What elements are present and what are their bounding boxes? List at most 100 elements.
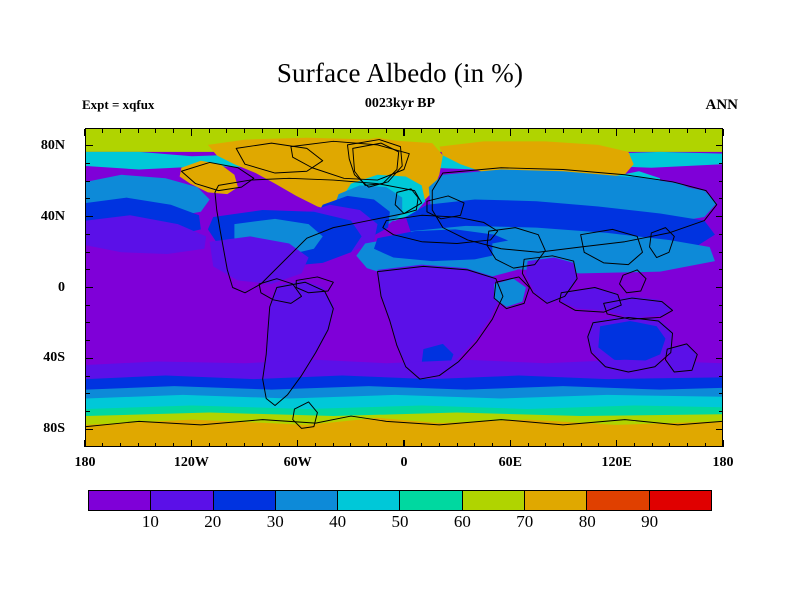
x-minor-tick-top bbox=[208, 129, 210, 133]
x-major-tick bbox=[84, 440, 86, 447]
x-minor-tick-top bbox=[633, 129, 635, 133]
x-axis-label-0: 180 bbox=[74, 455, 96, 470]
x-minor-tick bbox=[226, 443, 228, 447]
x-minor-tick-top bbox=[687, 129, 689, 133]
x-minor-tick-top bbox=[474, 129, 476, 133]
colorbar-swatch-50-60 bbox=[400, 491, 463, 510]
y-minor-tick bbox=[86, 411, 90, 413]
x-minor-tick-top bbox=[492, 129, 494, 133]
x-minor-tick-top bbox=[438, 129, 440, 133]
x-minor-tick-top bbox=[332, 129, 334, 133]
x-minor-tick bbox=[102, 443, 104, 447]
x-minor-tick bbox=[350, 443, 352, 447]
y-major-tick bbox=[86, 357, 93, 360]
colorbar-label-80: 80 bbox=[578, 512, 596, 531]
colorbar-swatch-40-50 bbox=[338, 491, 401, 510]
x-minor-tick bbox=[155, 443, 157, 447]
y-major-tick-right bbox=[716, 357, 723, 360]
x-minor-tick-top bbox=[580, 129, 582, 133]
x-minor-tick bbox=[687, 443, 689, 447]
y-minor-tick bbox=[86, 180, 90, 182]
x-minor-tick-top bbox=[173, 129, 175, 133]
x-minor-tick-top bbox=[261, 129, 263, 133]
x-minor-tick bbox=[208, 443, 210, 447]
x-axis-label-2: 60W bbox=[283, 455, 312, 470]
x-minor-tick bbox=[456, 443, 458, 447]
map-plot-area bbox=[85, 128, 723, 447]
x-minor-tick-top bbox=[350, 129, 352, 133]
y-minor-tick bbox=[86, 233, 90, 235]
colorbar-swatch-90-100 bbox=[649, 491, 711, 510]
y-axis-label-3: 40S bbox=[43, 350, 65, 366]
y-minor-tick-right bbox=[719, 251, 723, 253]
north-america-south bbox=[209, 236, 309, 284]
colorbar-label-30: 30 bbox=[266, 512, 284, 531]
africa bbox=[377, 264, 502, 378]
x-minor-tick bbox=[651, 443, 653, 447]
x-minor-tick-top bbox=[368, 129, 370, 133]
y-minor-tick bbox=[86, 162, 90, 164]
albedo-map bbox=[86, 129, 722, 446]
x-minor-tick-top bbox=[598, 129, 600, 133]
x-minor-tick-top bbox=[456, 129, 458, 133]
colorbar-label-50: 50 bbox=[391, 512, 409, 531]
x-minor-tick-top bbox=[545, 129, 547, 133]
colorbar-label-70: 70 bbox=[516, 512, 534, 531]
colorbar-label-10: 10 bbox=[141, 512, 159, 531]
y-minor-tick-right bbox=[719, 304, 723, 306]
y-axis-label-0: 80N bbox=[40, 137, 65, 153]
colorbar-label-90: 90 bbox=[641, 512, 659, 531]
x-minor-tick bbox=[314, 443, 316, 447]
y-minor-tick bbox=[86, 269, 90, 271]
x-minor-tick bbox=[438, 443, 440, 447]
x-minor-tick-top bbox=[244, 129, 245, 133]
y-axis-label-4: 80S bbox=[43, 421, 65, 437]
y-minor-tick-right bbox=[719, 180, 723, 182]
x-major-tick bbox=[615, 440, 618, 447]
colorbar-label-60: 60 bbox=[453, 512, 471, 531]
x-major-tick bbox=[296, 440, 299, 447]
x-major-tick-top bbox=[84, 129, 86, 136]
x-minor-tick bbox=[244, 443, 245, 447]
x-minor-tick-top bbox=[119, 129, 121, 133]
colorbar-label-40: 40 bbox=[329, 512, 347, 531]
x-minor-tick-top bbox=[279, 129, 281, 133]
y-minor-tick-right bbox=[719, 411, 723, 413]
x-major-tick-top bbox=[722, 129, 724, 136]
colorbar-swatch-70-80 bbox=[525, 491, 588, 510]
x-minor-tick bbox=[563, 443, 564, 447]
x-minor-tick bbox=[669, 443, 671, 447]
x-minor-tick bbox=[545, 443, 547, 447]
colorbar bbox=[88, 490, 712, 511]
colorbar-swatch-10-20 bbox=[151, 491, 214, 510]
colorbar-swatch-60-70 bbox=[462, 491, 526, 510]
x-minor-tick bbox=[633, 443, 635, 447]
indonesia bbox=[561, 287, 622, 311]
colorbar-swatch-0-10 bbox=[89, 491, 152, 510]
x-minor-tick-top bbox=[563, 129, 564, 133]
x-minor-tick bbox=[598, 443, 600, 447]
y-major-tick bbox=[86, 286, 93, 289]
y-major-tick-right bbox=[716, 144, 723, 147]
y-minor-tick bbox=[86, 198, 90, 200]
new-guinea bbox=[605, 296, 673, 318]
y-minor-tick bbox=[86, 375, 90, 377]
y-axis-label-1: 40N bbox=[40, 208, 65, 224]
x-minor-tick-top bbox=[421, 129, 423, 133]
colorbar-swatch-20-30 bbox=[213, 491, 276, 510]
y-major-tick-right bbox=[716, 286, 723, 289]
y-minor-tick-right bbox=[719, 340, 723, 342]
period-label: ANN bbox=[705, 97, 739, 113]
y-minor-tick bbox=[86, 304, 90, 306]
x-minor-tick bbox=[368, 443, 370, 447]
north-pacific-outer bbox=[86, 215, 207, 255]
x-minor-tick bbox=[492, 443, 494, 447]
y-minor-tick bbox=[86, 322, 90, 324]
x-minor-tick-top bbox=[137, 129, 139, 133]
x-minor-tick bbox=[119, 443, 121, 447]
x-minor-tick bbox=[261, 443, 263, 447]
y-minor-tick bbox=[86, 393, 90, 395]
colorbar-swatch-30-40 bbox=[275, 491, 339, 510]
x-major-tick-top bbox=[509, 129, 512, 136]
